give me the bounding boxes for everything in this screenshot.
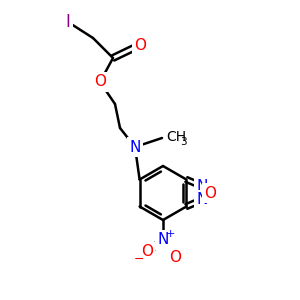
Text: O: O xyxy=(141,244,153,260)
Text: O: O xyxy=(94,74,106,89)
Text: O: O xyxy=(134,38,146,52)
Text: −: − xyxy=(134,253,144,266)
Text: O: O xyxy=(204,185,216,200)
Text: I: I xyxy=(66,13,70,31)
Text: O: O xyxy=(169,250,181,266)
Text: N: N xyxy=(197,179,208,194)
Text: CH: CH xyxy=(166,130,186,144)
Text: N: N xyxy=(157,232,169,247)
Text: +: + xyxy=(165,229,175,239)
Text: N: N xyxy=(129,140,141,154)
Text: 3: 3 xyxy=(180,137,187,147)
Text: N: N xyxy=(197,192,208,207)
